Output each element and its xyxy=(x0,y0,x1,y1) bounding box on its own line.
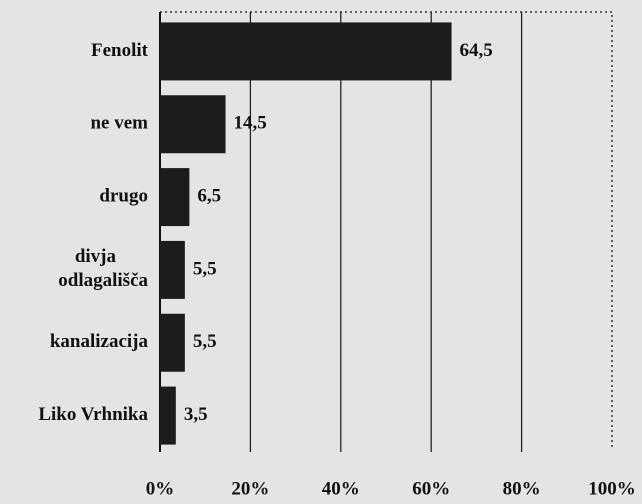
x-tick-label: 80% xyxy=(503,478,541,499)
value-label: 5,5 xyxy=(193,258,217,279)
value-label: 5,5 xyxy=(193,331,217,352)
y-tick-label: drugo xyxy=(99,185,148,206)
y-tick-label: ne vem xyxy=(90,113,148,134)
bar xyxy=(160,240,185,299)
bar xyxy=(160,313,185,372)
y-tick-label: Fenolit xyxy=(91,40,149,61)
value-label: 6,5 xyxy=(197,185,221,206)
bar xyxy=(160,95,226,154)
x-tick-label: 100% xyxy=(588,478,636,499)
x-tick-label: 60% xyxy=(412,478,450,499)
value-label: 64,5 xyxy=(460,40,493,61)
value-label: 14,5 xyxy=(234,113,267,134)
y-tick-label: Liko Vrhnika xyxy=(38,404,148,425)
bar xyxy=(160,168,190,227)
x-tick-label: 40% xyxy=(322,478,360,499)
value-label: 3,5 xyxy=(184,404,208,425)
y-tick-label: divja odlagališča xyxy=(58,246,148,291)
y-tick-label: kanalizacija xyxy=(50,331,149,352)
x-tick-label: 0% xyxy=(146,478,175,499)
bar xyxy=(160,386,176,445)
x-tick-label: 20% xyxy=(231,478,269,499)
plot-border xyxy=(160,11,613,450)
bar xyxy=(160,22,452,81)
